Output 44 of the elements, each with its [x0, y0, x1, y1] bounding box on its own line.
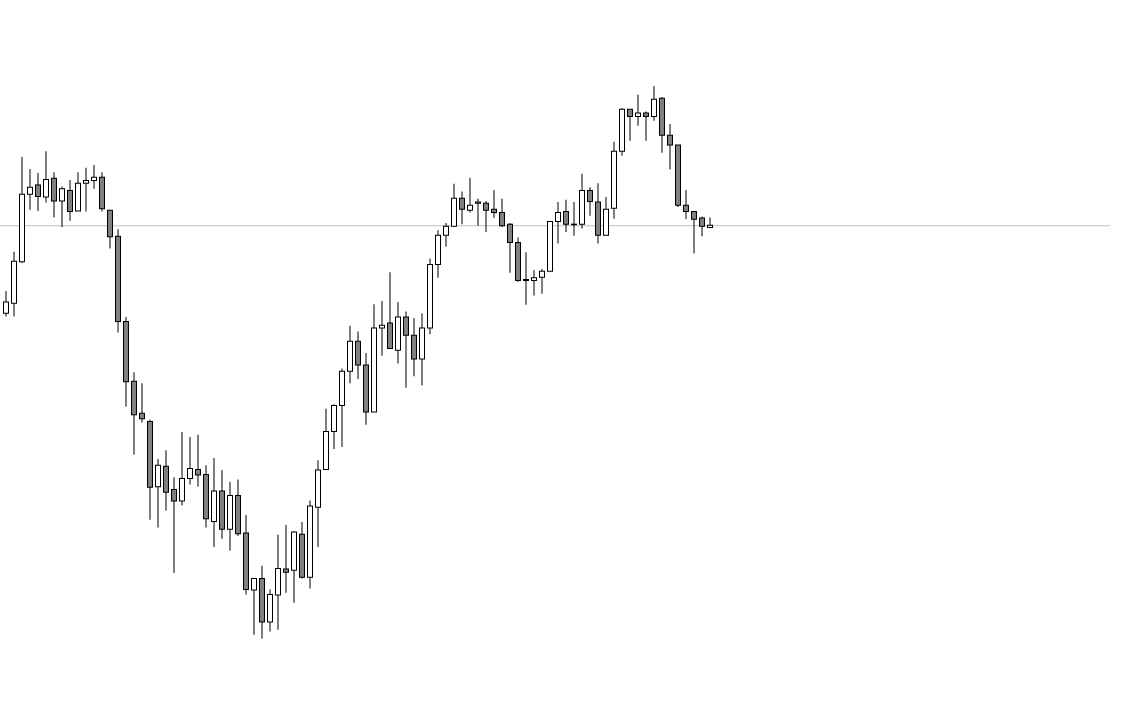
candlestick: [283, 524, 290, 594]
candlestick: [171, 476, 178, 574]
candlestick: [155, 458, 161, 529]
candlestick: [459, 191, 466, 225]
candlestick: [139, 382, 146, 424]
candlestick: [195, 434, 202, 488]
candlestick: [475, 198, 482, 227]
candlestick: [507, 222, 514, 274]
candlestick: [83, 167, 90, 212]
candlestick: [443, 222, 449, 248]
candlestick: [531, 269, 537, 296]
candlestick: [403, 310, 410, 389]
candlestick: [627, 108, 634, 142]
candlestick: [643, 110, 649, 142]
candlestick: [707, 217, 714, 228]
candlestick: [67, 179, 73, 222]
candlestick: [651, 85, 658, 122]
candlestick: [483, 200, 490, 233]
candlestick: [467, 177, 473, 214]
candlestick: [667, 123, 673, 170]
candlestick: [91, 164, 98, 190]
candlestick: [555, 201, 561, 245]
candlestick: [59, 186, 66, 228]
candlestick: [691, 210, 697, 254]
candlestick: [491, 189, 497, 219]
candlestick: [43, 150, 49, 204]
candlestick: [411, 317, 417, 377]
candlestick: [683, 189, 690, 220]
candlestick: [35, 172, 42, 212]
candlestick: [187, 436, 193, 485]
candlestick: [523, 251, 529, 306]
candlestick: [499, 198, 505, 228]
candlestick: [251, 577, 258, 636]
candlestick: [27, 168, 34, 211]
candlestick: [355, 330, 361, 380]
candlestick: [179, 431, 185, 506]
candlestick: [699, 215, 705, 237]
candlestick: [539, 268, 546, 295]
candlestick: [379, 300, 385, 357]
candlestick: [563, 199, 570, 233]
candlestick: [3, 290, 10, 317]
candlestick: [587, 186, 593, 217]
candlestick: [51, 171, 58, 219]
candlestick: [635, 94, 641, 127]
